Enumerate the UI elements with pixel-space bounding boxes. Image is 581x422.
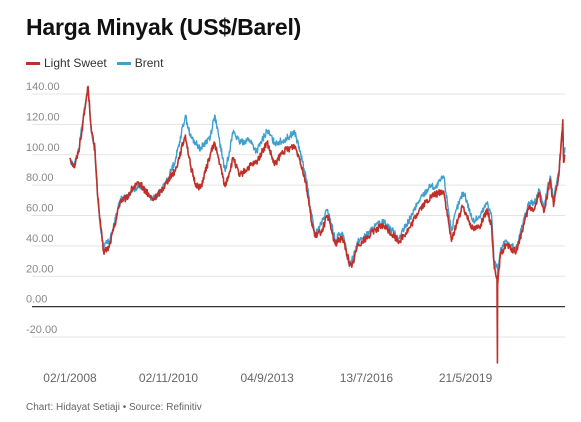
y-tick-label: -20.00 — [26, 324, 57, 336]
y-tick-label: 40.00 — [26, 233, 54, 245]
legend-label-brent: Brent — [134, 56, 164, 70]
x-tick-label: 02/11/2010 — [139, 371, 198, 385]
y-tick-label: 140.00 — [26, 81, 60, 93]
legend-item-light-sweet: Light Sweet — [26, 56, 107, 70]
series-line-light-sweet — [69, 85, 566, 364]
legend-item-brent: Brent — [116, 56, 164, 70]
x-tick-label: 04/9/2013 — [240, 371, 294, 385]
chart-title: Harga Minyak (US$/Barel) — [26, 14, 302, 40]
y-tick-label: 80.00 — [26, 172, 54, 184]
x-tick-label: 21/5/2019 — [439, 371, 493, 385]
y-tick-label: 120.00 — [26, 111, 60, 123]
chart-source: Chart: Hidayat Setiaji • Source: Refinit… — [26, 402, 202, 413]
y-tick-label: 20.00 — [26, 263, 54, 275]
legend-label-light-sweet: Light Sweet — [44, 56, 107, 70]
y-tick-label: 60.00 — [26, 203, 54, 215]
y-tick-label: 0.00 — [26, 294, 47, 306]
series-line-brent — [69, 87, 566, 277]
legend-swatch-light-sweet — [26, 61, 40, 65]
chart-legend: Light Sweet Brent — [26, 56, 173, 70]
x-tick-label: 02/1/2008 — [43, 371, 97, 385]
y-tick-label: 100.00 — [26, 142, 60, 154]
x-tick-label: 13/7/2016 — [340, 371, 394, 385]
legend-swatch-brent — [116, 61, 131, 65]
